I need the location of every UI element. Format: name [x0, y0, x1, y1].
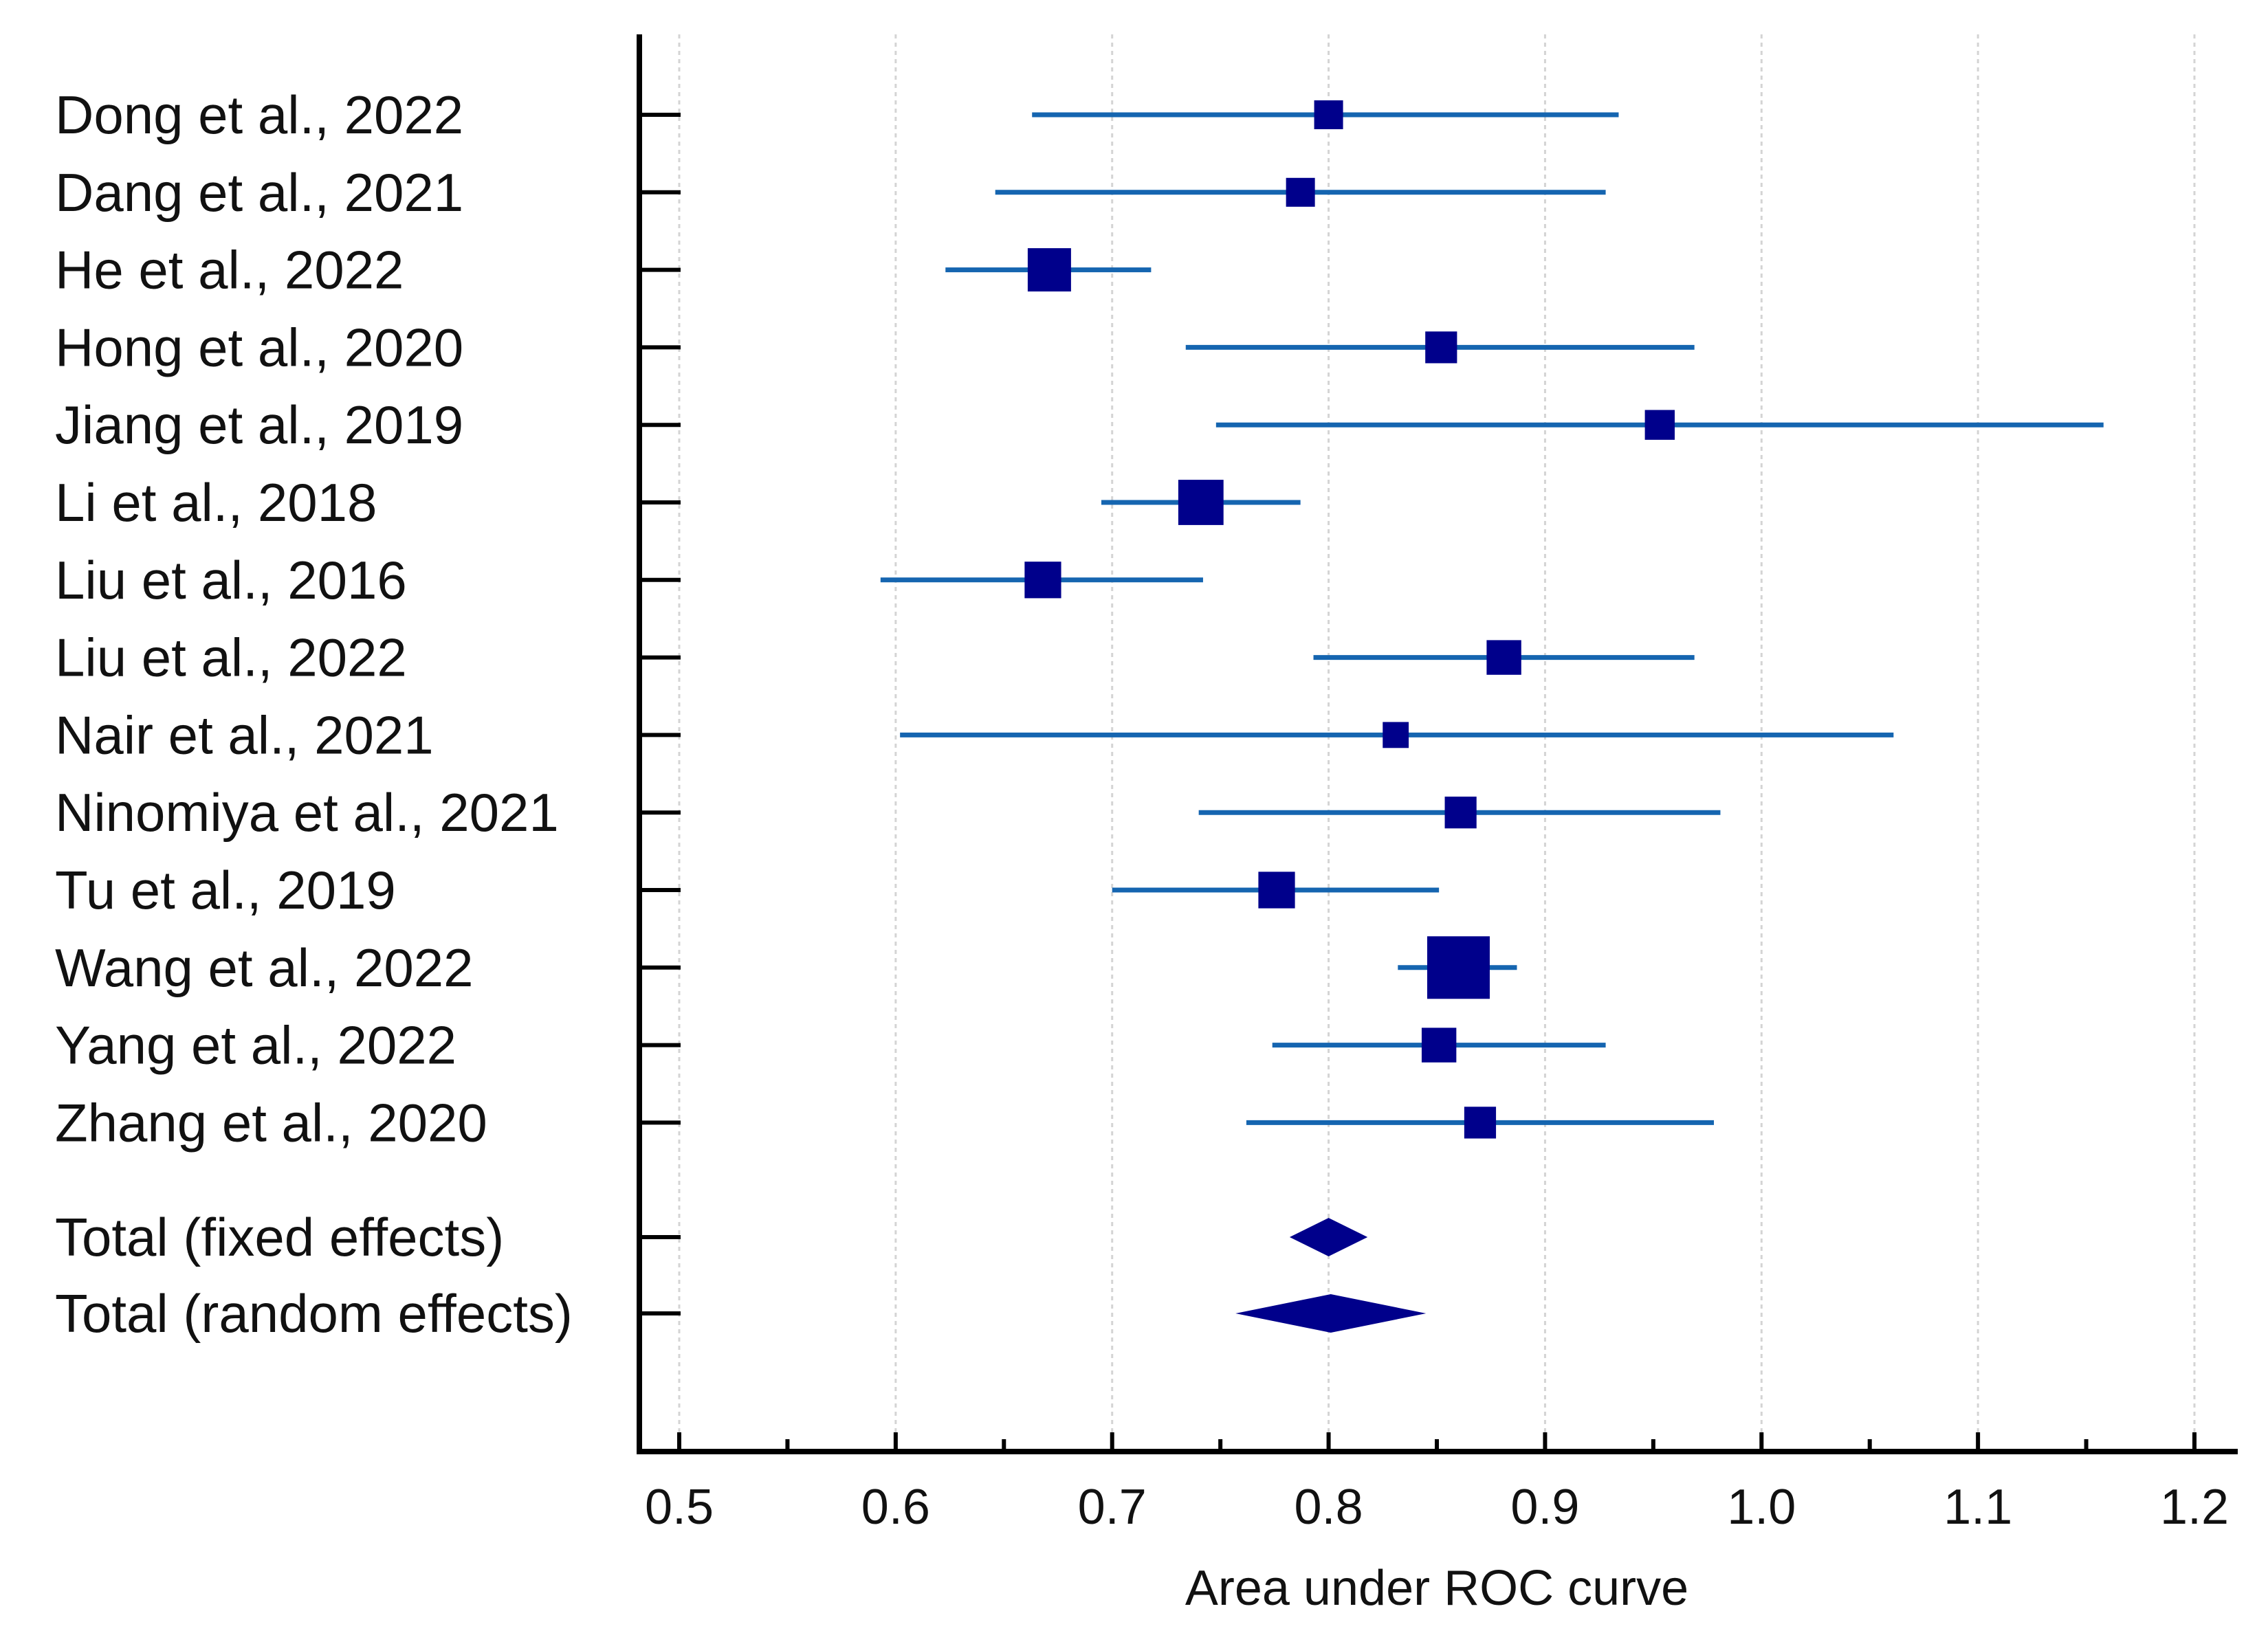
x-tick-label: 1.1 — [1944, 1480, 2012, 1535]
study-point-estimate — [1178, 480, 1224, 525]
x-tick-label: 0.8 — [1295, 1480, 1363, 1535]
x-tick-label: 1.0 — [1727, 1480, 1796, 1535]
study-point-estimate — [1464, 1107, 1497, 1139]
study-label: Zhang et al., 2020 — [55, 1092, 487, 1153]
total-diamond — [1235, 1294, 1427, 1333]
x-tick-label: 0.6 — [861, 1480, 930, 1535]
study-point-estimate — [1286, 177, 1315, 207]
study-label: Dong et al., 2022 — [55, 85, 463, 145]
study-label: Li et al., 2018 — [55, 472, 377, 533]
study-point-estimate — [1444, 797, 1477, 829]
study-label: Ninomiya et al., 2021 — [55, 782, 559, 843]
grid-lines — [678, 34, 2196, 1452]
study-label: Liu et al., 2022 — [55, 627, 407, 688]
axes — [637, 34, 2238, 1454]
x-axis-ticks: 0.5 0.6 0.7 0.8 0.9 1.0 1.1 1.2 — [645, 1432, 2229, 1535]
study-point-estimate — [1421, 1028, 1457, 1063]
study-label: Hong et al., 2020 — [55, 317, 463, 377]
study-label: Liu et al., 2016 — [55, 550, 407, 610]
total-diamond — [1289, 1218, 1368, 1256]
total-rows: Total (fixed effects) Total (random effec… — [55, 1207, 1427, 1344]
x-tick-label: 0.5 — [645, 1480, 714, 1535]
study-label: Jiang et al., 2019 — [55, 395, 463, 455]
x-tick-label: 1.2 — [2160, 1480, 2229, 1535]
study-label: Yang et al., 2022 — [55, 1015, 456, 1076]
study-point-estimate — [1024, 562, 1061, 599]
study-rows: Dong et al., 2022 Dang et al., 2021 He et … — [55, 85, 2104, 1153]
study-point-estimate — [1486, 640, 1521, 675]
x-tick-label: 0.7 — [1078, 1480, 1147, 1535]
study-point-estimate — [1258, 871, 1295, 909]
total-label: Total (random effects) — [55, 1283, 573, 1344]
study-label: Nair et al., 2021 — [55, 704, 434, 765]
study-point-estimate — [1314, 100, 1343, 129]
study-label: Tu et al., 2019 — [55, 860, 396, 920]
study-point-estimate — [1027, 248, 1071, 292]
total-label: Total (fixed effects) — [55, 1207, 504, 1267]
x-tick-label: 0.9 — [1510, 1480, 1579, 1535]
study-label: Dang et al., 2021 — [55, 162, 463, 223]
study-point-estimate — [1425, 331, 1457, 364]
x-axis-title: Area under ROC curve — [1185, 1561, 1688, 1616]
study-point-estimate — [1383, 722, 1409, 748]
study-label: Wang et al., 2022 — [55, 937, 474, 998]
study-point-estimate — [1427, 936, 1490, 999]
study-label: He et al., 2022 — [55, 240, 404, 300]
study-point-estimate — [1644, 410, 1675, 440]
